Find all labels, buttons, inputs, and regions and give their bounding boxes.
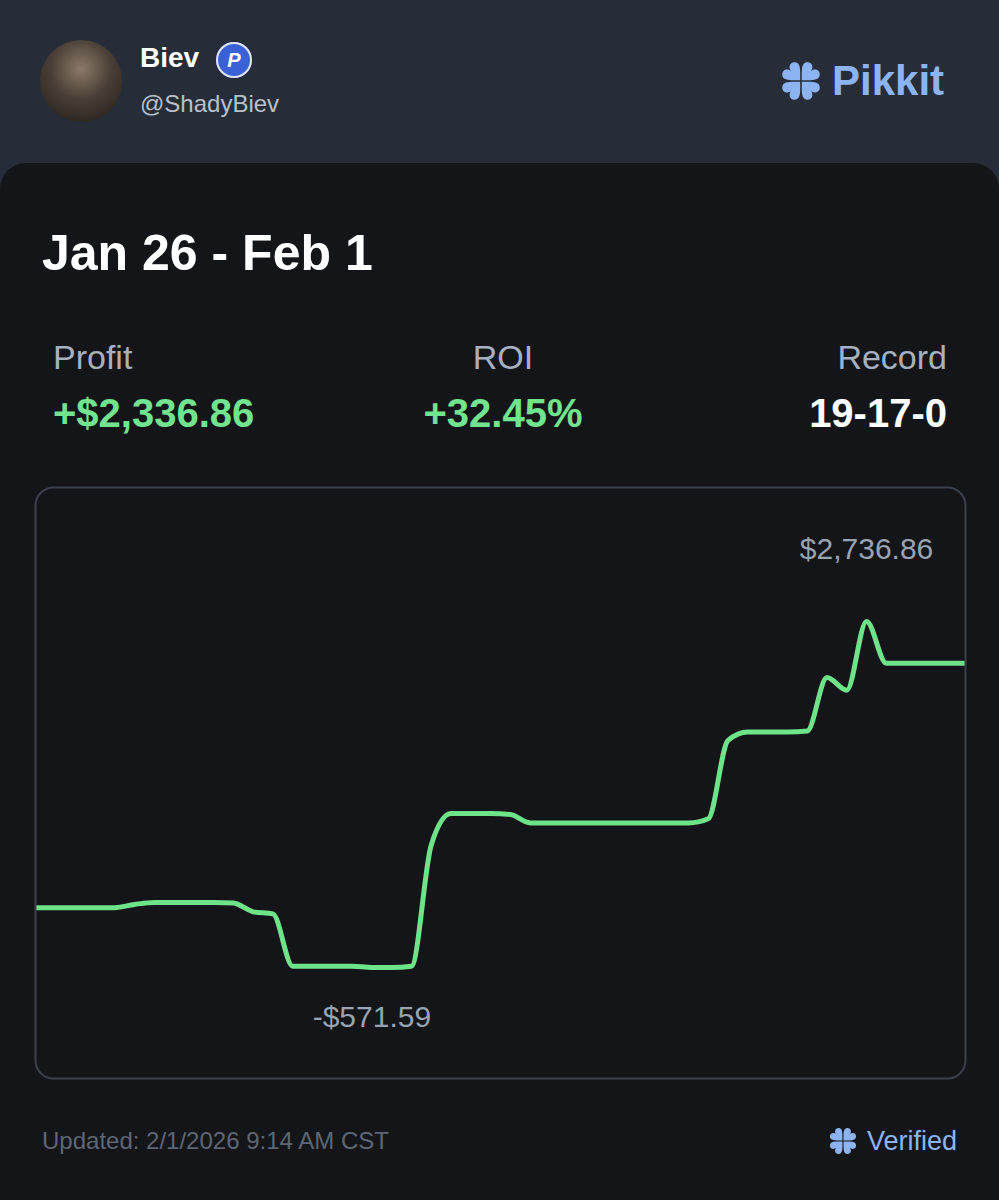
html-text:Pikkit: Pikkit bbox=[832, 57, 945, 104]
html-text:+$2,336.86: +$2,336.86 bbox=[53, 391, 255, 435]
html-text:19-17-0: 19-17-0 bbox=[809, 391, 947, 435]
html-text:+32.45%: +32.45% bbox=[423, 391, 583, 435]
html-text:P: P bbox=[227, 49, 241, 71]
html-text:Jan 26 - Feb 1: Jan 26 - Feb 1 bbox=[42, 225, 373, 281]
svg-text:-$571.59: -$571.59 bbox=[313, 1000, 431, 1033]
html-text:Verified: Verified bbox=[866, 1125, 957, 1156]
html-text:ROI: ROI bbox=[472, 338, 534, 376]
html-text:Biev: Biev bbox=[140, 42, 200, 73]
html-text:Profit: Profit bbox=[53, 338, 133, 376]
svg-text:$2,736.86: $2,736.86 bbox=[800, 532, 933, 565]
html-text:Updated: 2/1/2026 9:14 AM CST: Updated: 2/1/2026 9:14 AM CST bbox=[42, 1127, 389, 1154]
html-text:Record: Record bbox=[837, 338, 947, 376]
html-text:@ShadyBiev: @ShadyBiev bbox=[140, 90, 280, 117]
